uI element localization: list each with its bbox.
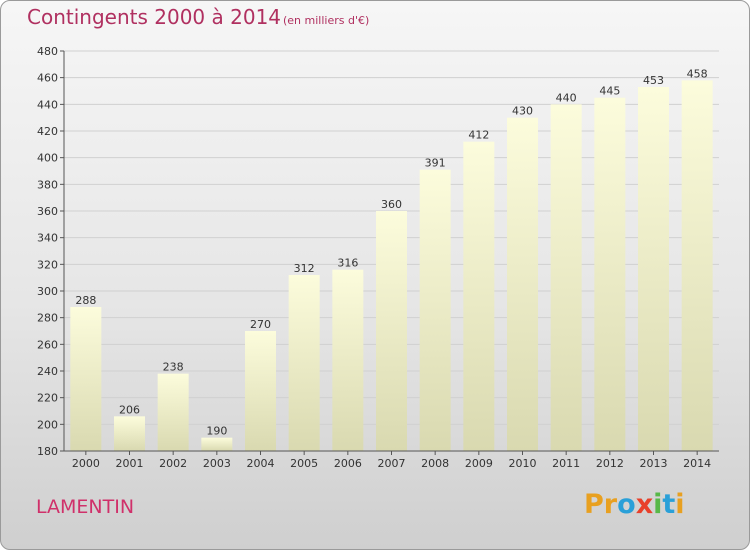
brand-letter: i: [653, 489, 663, 520]
x-tick-label: 2001: [116, 457, 144, 470]
data-label: 238: [163, 361, 184, 374]
y-tick-label: 180: [37, 445, 58, 458]
y-tick-label: 380: [37, 178, 58, 191]
brand-letter: o: [617, 489, 636, 520]
x-tick-label: 2010: [509, 457, 537, 470]
data-label: 206: [119, 403, 140, 416]
bar: [157, 373, 189, 451]
x-tick-label: 2011: [552, 457, 580, 470]
axes: 180 200 220 240 260 280 300 320 340 360 380 400 420 4…: [37, 45, 719, 470]
bar: [419, 169, 451, 451]
data-label: 190: [206, 425, 227, 438]
labels: 288 206 238 190 270 312 316 360 391 412 430 440 445 4…: [75, 67, 707, 437]
bars: [70, 80, 713, 452]
brand-letter: x: [635, 489, 654, 520]
data-label: 458: [687, 67, 708, 80]
bar: [550, 104, 582, 451]
bar: [201, 437, 233, 451]
x-tick-label: 2013: [640, 457, 668, 470]
y-tick-label: 340: [37, 232, 58, 245]
y-tick-label: 240: [37, 365, 58, 378]
y-tick-label: 440: [37, 98, 58, 111]
y-tick-label: 260: [37, 338, 58, 351]
brand-letter: t: [662, 489, 676, 520]
x-tick-label: 2003: [203, 457, 231, 470]
data-label: 288: [75, 294, 96, 307]
bar: [332, 269, 364, 451]
x-tick-label: 2000: [72, 457, 100, 470]
y-tick-label: 480: [37, 45, 58, 58]
bar: [245, 331, 276, 451]
y-tick-label: 320: [37, 258, 58, 271]
x-tick-label: 2007: [378, 457, 406, 470]
data-label: 453: [643, 74, 664, 87]
chart-subtitle: (en milliers d'€): [283, 14, 370, 27]
data-label: 391: [425, 157, 446, 170]
y-tick-label: 420: [37, 125, 58, 138]
brand-logo: Proxiti: [584, 489, 685, 520]
bar: [376, 211, 407, 451]
bar: [463, 141, 495, 451]
y-tick-label: 200: [37, 418, 58, 431]
brand-letter: i: [675, 489, 685, 520]
data-label: 445: [599, 85, 620, 98]
y-tick-label: 360: [37, 205, 58, 218]
y-tick-label: 280: [37, 312, 58, 325]
bar: [594, 97, 626, 452]
y-tick-label: 300: [37, 285, 58, 298]
bar: [114, 416, 145, 451]
chart-title: Contingents 2000 à 2014: [27, 5, 282, 29]
place-name: LAMENTIN: [36, 496, 135, 518]
bar: [70, 307, 102, 451]
x-tick-label: 2002: [159, 457, 187, 470]
bar: [288, 275, 320, 451]
y-tick-label: 220: [37, 392, 58, 405]
data-label: 316: [337, 257, 358, 270]
bar: [638, 87, 669, 451]
data-label: 270: [250, 318, 271, 331]
bar: [507, 117, 538, 452]
y-tick-label: 400: [37, 152, 58, 165]
data-label: 440: [556, 91, 577, 104]
data-label: 412: [468, 129, 489, 142]
x-tick-label: 2009: [465, 457, 493, 470]
y-tick-label: 460: [37, 72, 58, 85]
x-tick-label: 2004: [247, 457, 275, 470]
x-tick-label: 2005: [290, 457, 318, 470]
x-tick-label: 2006: [334, 457, 362, 470]
x-tick-label: 2014: [683, 457, 711, 470]
data-label: 312: [294, 262, 315, 275]
data-label: 430: [512, 105, 533, 118]
brand-letter: r: [603, 489, 618, 520]
data-label: 360: [381, 198, 402, 211]
x-tick-label: 2012: [596, 457, 624, 470]
x-tick-label: 2008: [421, 457, 449, 470]
bar: [681, 80, 713, 451]
brand-letter: P: [584, 489, 604, 520]
